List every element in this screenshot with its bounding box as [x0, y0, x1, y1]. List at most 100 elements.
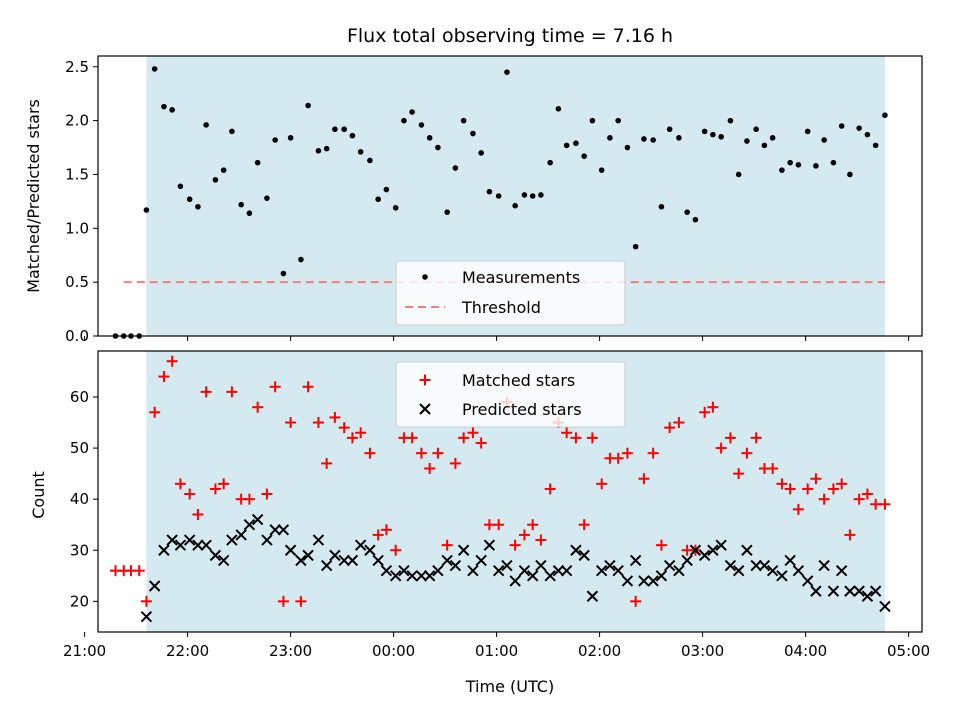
- predicted-stars-point: [810, 585, 822, 597]
- predicted-stars-point: [827, 585, 840, 597]
- matched-stars-point: [346, 432, 358, 444]
- predicted-stars-point: [741, 544, 753, 556]
- matched-stars-point: [879, 498, 891, 510]
- predicted-stars-point: [449, 559, 462, 572]
- matched-stars-point: [166, 355, 178, 367]
- matched-stars-point: [390, 544, 402, 556]
- measurement-point: [607, 135, 613, 141]
- matched-stars-point: [630, 595, 642, 607]
- measurement-point: [460, 117, 467, 124]
- measurement-point: [392, 205, 399, 211]
- measurement-point: [444, 209, 450, 215]
- matched-stars-point: [133, 565, 145, 577]
- predicted-stars-point: [423, 570, 436, 582]
- matched-stars-point: [243, 493, 255, 505]
- measurement-point: [349, 132, 356, 139]
- predicted-stars-point: [776, 570, 788, 582]
- predicted-stars-point: [526, 570, 539, 582]
- matched-stars-point: [269, 381, 281, 393]
- predicted-stars-point: [158, 544, 170, 556]
- bottom-y-axis-label: Count: [29, 471, 48, 519]
- top-panel: 0.0 0.5 1.0 1.5 2.0 2.5 Measurements Threshold: [65, 55, 923, 345]
- matched-stars-point: [570, 432, 582, 444]
- measurement-point: [486, 188, 493, 195]
- measurement-point: [727, 117, 734, 124]
- measurement-point: [821, 137, 827, 143]
- measurement-point: [229, 128, 235, 135]
- matched-stars-point: [699, 406, 711, 418]
- matched-stars-point: [424, 463, 436, 475]
- matched-stars-point: [784, 483, 796, 495]
- measurement-point: [287, 135, 294, 141]
- predicted-stars-point: [209, 549, 222, 562]
- predicted-stars-point: [621, 575, 634, 587]
- predicted-stars-point: [269, 524, 281, 536]
- x-tick-label: 21:00: [63, 642, 106, 660]
- matched-stars-point: [715, 442, 727, 454]
- predicted-stars-point: [457, 544, 470, 556]
- predicted-stars-point: [217, 554, 230, 567]
- matched-stars-point: [380, 524, 392, 536]
- predicted-stars-point: [501, 559, 513, 572]
- legend-box: [395, 260, 626, 326]
- predicted-stars-point: [715, 539, 727, 551]
- predicted-stars-point: [475, 554, 487, 567]
- predicted-stars-point: [784, 554, 796, 567]
- predicted-stars-point: [707, 544, 719, 556]
- matched-stars-point: [638, 473, 650, 485]
- measurement-point: [864, 131, 871, 138]
- matched-stars-point: [192, 508, 204, 520]
- legend-measurement-marker: [422, 274, 428, 280]
- predicted-stars-point: [578, 549, 590, 562]
- predicted-stars-point: [406, 570, 418, 582]
- predicted-stars-point: [698, 549, 711, 562]
- predicted-stars-point: [432, 564, 444, 577]
- measurement-point: [718, 133, 724, 140]
- measurement-point: [804, 128, 811, 135]
- predicted-stars-point: [560, 564, 573, 577]
- legend-predicted-marker: [419, 403, 431, 415]
- measurement-point: [264, 195, 270, 201]
- chart-title: Flux total observing time = 7.16 h: [347, 25, 673, 47]
- measurement-point: [470, 130, 476, 137]
- measurement-point: [375, 196, 381, 203]
- y-tick-label: 50: [70, 439, 89, 457]
- measurement-point: [220, 167, 227, 173]
- y-tick-label: 2.5: [65, 58, 89, 76]
- measurement-point: [658, 203, 665, 210]
- predicted-stars-point: [483, 539, 496, 551]
- measurement-point: [676, 135, 682, 141]
- y-tick-label: 1.5: [65, 165, 89, 183]
- x-axis-label: Time (UTC): [465, 677, 554, 696]
- matched-stars-point: [277, 595, 289, 607]
- measurement-point: [538, 192, 544, 198]
- matched-stars-point: [612, 452, 624, 464]
- measurement-point: [769, 135, 776, 141]
- measurement-point: [632, 243, 639, 250]
- x-tick-label: 02:00: [578, 642, 621, 660]
- matched-stars-point: [596, 478, 608, 490]
- matched-stars-point: [200, 386, 212, 398]
- matched-stars-point: [432, 447, 444, 459]
- measurement-point: [521, 192, 528, 198]
- matched-stars-point: [338, 422, 350, 434]
- measurement-point: [753, 126, 759, 133]
- matched-stars-point: [415, 447, 427, 459]
- measurement-point: [838, 123, 845, 129]
- y-tick-label: 2.0: [65, 112, 89, 130]
- predicted-stars-point: [844, 585, 856, 597]
- matched-stars-point: [518, 529, 530, 541]
- predicted-stars-point: [681, 554, 693, 567]
- measurement-point: [341, 126, 347, 133]
- matched-stars-point: [621, 447, 633, 459]
- measurement-point: [143, 207, 150, 213]
- measurement-point: [872, 142, 879, 149]
- y-tick-label: 30: [70, 541, 89, 559]
- predicted-stars-point: [166, 534, 178, 546]
- matched-stars-point: [372, 529, 384, 541]
- measurement-point: [684, 209, 690, 215]
- matched-stars-point: [475, 437, 487, 449]
- measurement-point: [332, 126, 338, 133]
- legend-threshold-label: Threshold: [461, 298, 541, 317]
- measurement-point: [452, 165, 459, 171]
